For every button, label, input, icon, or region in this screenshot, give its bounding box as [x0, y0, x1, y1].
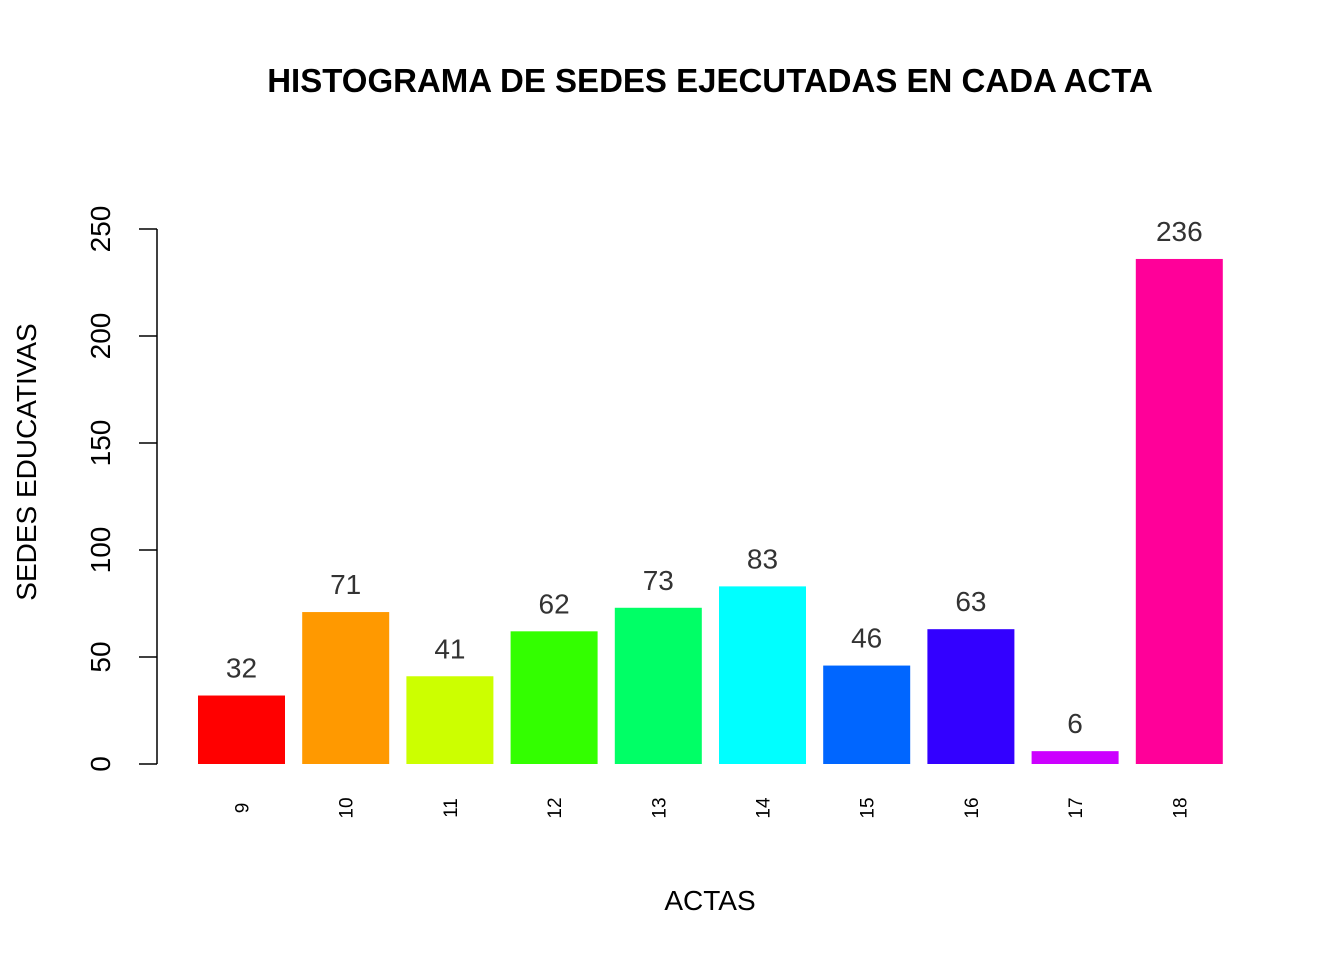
- bar: [614, 607, 702, 764]
- x-tick-label: 10: [337, 797, 358, 818]
- y-tick-label: 100: [85, 527, 116, 574]
- bar: [719, 586, 806, 764]
- data-label: 41: [434, 633, 465, 664]
- y-tick-label: 50: [85, 641, 116, 672]
- bars-group: [198, 258, 1223, 764]
- data-label: 73: [643, 565, 674, 596]
- data-label: 32: [226, 653, 257, 684]
- x-tick-label: 17: [1066, 797, 1087, 818]
- x-tick-label: 15: [858, 797, 879, 818]
- data-labels-group: 32 71 41 62 73 83 46 63 6 236: [226, 216, 1203, 739]
- y-axis-title: SEDES EDUCATIVAS: [11, 323, 42, 600]
- y-tick-label: 250: [85, 206, 116, 253]
- bar: [406, 676, 494, 764]
- data-label: 83: [747, 543, 778, 574]
- data-label: 62: [539, 588, 570, 619]
- bar: [198, 695, 285, 764]
- y-axis: 0 50 100 150 200 250: [85, 206, 158, 772]
- data-label: 6: [1067, 708, 1083, 739]
- bar: [1031, 751, 1119, 764]
- x-tick-label: 11: [441, 798, 462, 818]
- bar: [1135, 258, 1223, 764]
- x-tick-label: 14: [754, 797, 775, 819]
- y-tick-label: 150: [85, 420, 116, 467]
- bar: [927, 629, 1015, 764]
- y-tick-label: 200: [85, 313, 116, 360]
- x-tick-label: 9: [233, 803, 254, 814]
- chart-title: HISTOGRAMA DE SEDES EJECUTADAS EN CADA A…: [267, 62, 1153, 99]
- bar: [510, 631, 598, 764]
- data-label: 236: [1156, 216, 1203, 247]
- x-tick-label: 13: [649, 797, 670, 818]
- data-label: 63: [955, 586, 986, 617]
- x-tick-label: 12: [545, 797, 566, 818]
- y-tick-label: 0: [85, 756, 116, 772]
- x-axis-title: ACTAS: [664, 885, 755, 916]
- x-tick-label: 16: [962, 797, 983, 818]
- x-tick-labels-group: 9 10 11 12 13 14 15 16 17 18: [233, 797, 1192, 819]
- bar: [823, 665, 911, 764]
- x-tick-label: 18: [1170, 797, 1191, 818]
- data-label: 71: [330, 569, 361, 600]
- data-label: 46: [851, 623, 882, 654]
- bar: [302, 612, 390, 764]
